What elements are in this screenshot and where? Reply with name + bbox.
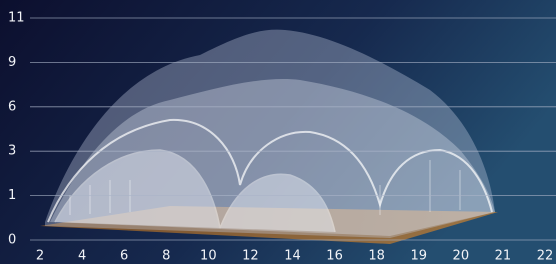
- x-tick-label: 20: [453, 249, 470, 264]
- chart: 0 1 3 6 9 11 2 4 6 8 10 12 14 16 18 19 20 21 22: [0, 0, 556, 264]
- x-tick-label: 16: [326, 249, 343, 264]
- x-tick-label: 14: [284, 249, 301, 264]
- x-tick-label: 19: [410, 249, 427, 264]
- x-tick-label: 8: [162, 249, 170, 264]
- x-tick-label: 10: [200, 249, 217, 264]
- y-tick-label: 11: [8, 11, 25, 26]
- y-tick-label: 1: [8, 188, 16, 203]
- y-tick-label: 9: [8, 55, 16, 70]
- x-tick-label: 18: [368, 249, 385, 264]
- x-tick-label: 21: [495, 249, 512, 264]
- y-tick-label: 6: [8, 99, 16, 114]
- x-tick-label: 4: [78, 249, 86, 264]
- x-tick-label: 6: [120, 249, 128, 264]
- x-tick-label: 22: [537, 249, 554, 264]
- x-tick-label: 12: [242, 249, 259, 264]
- x-tick-label: 2: [36, 249, 44, 264]
- y-tick-label: 3: [8, 144, 16, 159]
- y-tick-label: 0: [8, 233, 16, 248]
